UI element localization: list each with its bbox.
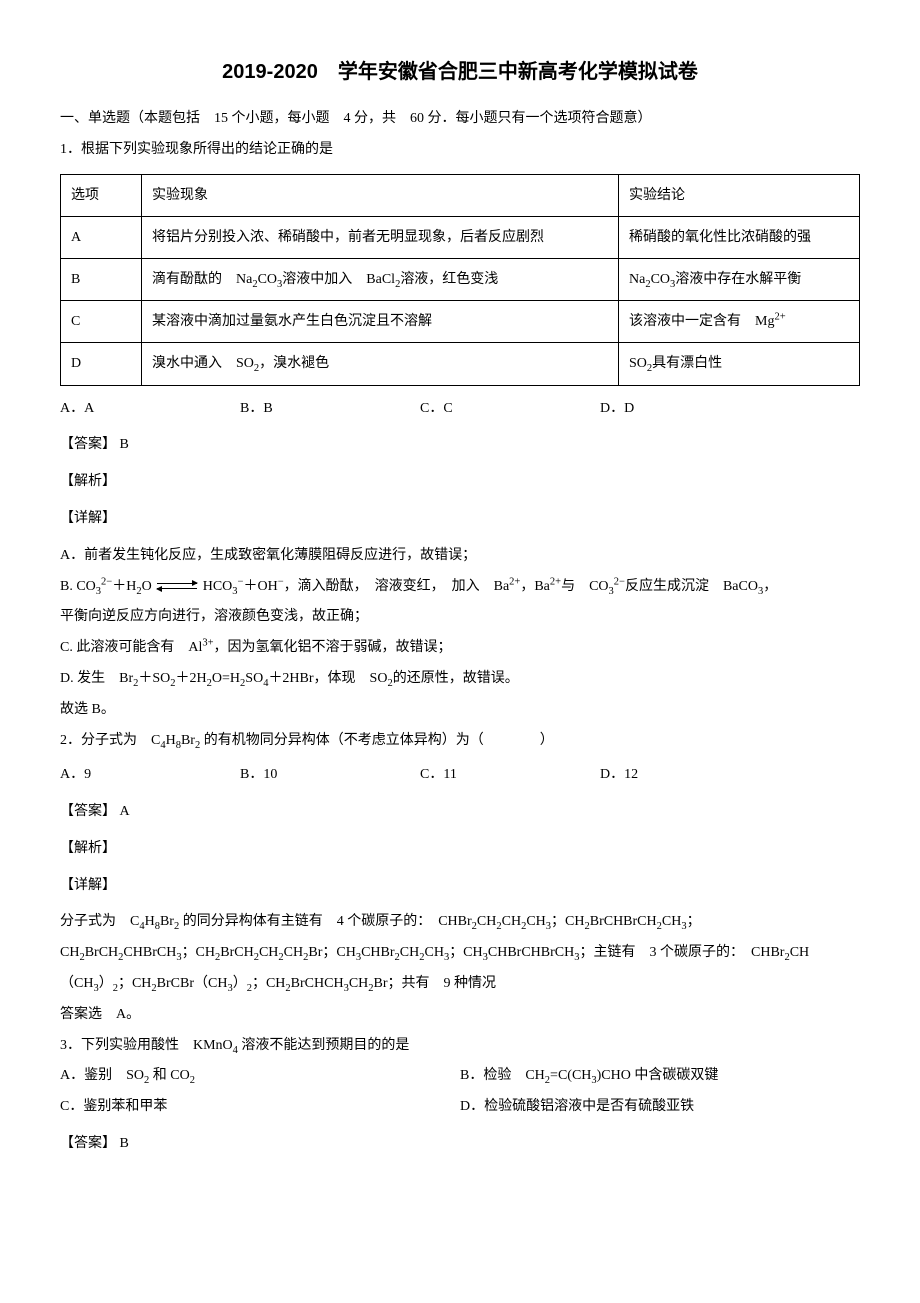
q1-exp-b: B. CO32−＋H2O HCO3−＋OH−，滴入酚酞， 溶液变红， 加入 Ba… (60, 572, 860, 603)
q3-row2: C．鉴别苯和甲苯 D．检验硫酸铝溶液中是否有硫酸亚铁 (60, 1092, 860, 1123)
q1-table: 选项 实验现象 实验结论 A 将铝片分别投入浓、稀硝酸中，前者无明显现象，后者反… (60, 174, 860, 386)
cell-conc: 稀硝酸的氧化性比浓硝酸的强 (619, 216, 860, 258)
table-row: C 某溶液中滴加过量氨水产生白色沉淀且不溶解 该溶液中一定含有 Mg2+ (61, 301, 860, 343)
q2-line3: （CH3）2；CH2BrCBr（CH3）2；CH2BrCHCH3CH2Br；共有… (60, 969, 860, 1000)
text: B. CO (60, 579, 96, 594)
text: 32−＋H2O (96, 579, 152, 594)
cell-conc: SO2具有漂白性 (619, 343, 860, 385)
option-d: D．12 (600, 760, 860, 791)
table-row: B 滴有酚酞的 Na2CO3溶液中加入 BaCl2溶液，红色变浅 Na2CO3溶… (61, 258, 860, 300)
text: HCO3−＋OH−，滴入酚酞， 溶液变红， 加入 Ba2+，Ba2+与 CO32… (203, 579, 777, 594)
q2-line2: CH2BrCH2CHBrCH3；CH2BrCH2CH2CH2Br；CH3CHBr… (60, 938, 860, 969)
table-row: A 将铝片分别投入浓、稀硝酸中，前者无明显现象，后者反应剧烈 稀硝酸的氧化性比浓… (61, 216, 860, 258)
q1-detail: 【详解】 (60, 504, 860, 535)
option-b: B．10 (240, 760, 420, 791)
q2-detail: 【详解】 (60, 871, 860, 902)
option-c: C．C (420, 394, 600, 425)
cell-conc: 该溶液中一定含有 Mg2+ (619, 301, 860, 343)
cell-phen: 溴水中通入 SO2，溴水褪色 (142, 343, 619, 385)
q1-conclude: 故选 B。 (60, 695, 860, 726)
q3-stem: 3．下列实验用酸性 KMnO4 溶液不能达到预期目的的是 (60, 1031, 860, 1062)
q2-stem: 2．分子式为 C4H8Br2 的有机物同分异构体（不考虑立体异构）为（ ） (60, 726, 860, 757)
page-title: 2019-2020 学年安徽省合肥三中新高考化学模拟试卷 (60, 50, 860, 94)
cell-opt: A (61, 216, 142, 258)
q2-answer: 【答案】 A (60, 797, 860, 828)
th-conclusion: 实验结论 (619, 174, 860, 216)
q2-line1: 分子式为 C4H8Br2 的同分异构体有主链有 4 个碳原子的： CHBr2CH… (60, 907, 860, 938)
cell-opt: B (61, 258, 142, 300)
cell-phen: 将铝片分别投入浓、稀硝酸中，前者无明显现象，后者反应剧烈 (142, 216, 619, 258)
equilibrium-arrow-icon (157, 581, 197, 591)
q1-exp-b2: 平衡向逆反应方向进行，溶液颜色变浅，故正确； (60, 602, 860, 633)
option-a: A．鉴别 SO2 和 CO2 (60, 1061, 460, 1092)
option-a: A．9 (60, 760, 240, 791)
option-d: D．D (600, 394, 860, 425)
cell-conc: Na2CO3溶液中存在水解平衡 (619, 258, 860, 300)
q1-options: A．A B．B C．C D．D (60, 394, 860, 425)
option-a: A．A (60, 394, 240, 425)
option-d: D．检验硫酸铝溶液中是否有硫酸亚铁 (460, 1092, 860, 1123)
q1-answer: 【答案】 B (60, 430, 860, 461)
q2-parse: 【解析】 (60, 834, 860, 865)
th-option: 选项 (61, 174, 142, 216)
q1-exp-c: C. 此溶液可能含有 Al3+，因为氢氧化铝不溶于弱碱，故错误； (60, 633, 860, 664)
th-phenomenon: 实验现象 (142, 174, 619, 216)
q2-options: A．9 B．10 C．11 D．12 (60, 760, 860, 791)
option-c: C．11 (420, 760, 600, 791)
table-row: D 溴水中通入 SO2，溴水褪色 SO2具有漂白性 (61, 343, 860, 385)
option-b: B．B (240, 394, 420, 425)
q1-parse: 【解析】 (60, 467, 860, 498)
option-c: C．鉴别苯和甲苯 (60, 1092, 460, 1123)
q1-exp-a: A．前者发生钝化反应，生成致密氧化薄膜阻碍反应进行，故错误； (60, 541, 860, 572)
cell-opt: C (61, 301, 142, 343)
section-instructions: 一、单选题（本题包括 15 个小题，每小题 4 分，共 60 分．每小题只有一个… (60, 104, 860, 135)
q1-exp-d: D. 发生 Br2＋SO2＋2H2O=H2SO4＋2HBr，体现 SO2的还原性… (60, 664, 860, 695)
q3-row1: A．鉴别 SO2 和 CO2 B．检验 CH2=C(CH3)CHO 中含碳碳双键 (60, 1061, 860, 1092)
q3-answer: 【答案】 B (60, 1129, 860, 1160)
cell-opt: D (61, 343, 142, 385)
q2-conclude: 答案选 A。 (60, 1000, 860, 1031)
option-b: B．检验 CH2=C(CH3)CHO 中含碳碳双键 (460, 1061, 860, 1092)
cell-phen: 某溶液中滴加过量氨水产生白色沉淀且不溶解 (142, 301, 619, 343)
q1-stem: 1．根据下列实验现象所得出的结论正确的是 (60, 135, 860, 166)
cell-phen: 滴有酚酞的 Na2CO3溶液中加入 BaCl2溶液，红色变浅 (142, 258, 619, 300)
